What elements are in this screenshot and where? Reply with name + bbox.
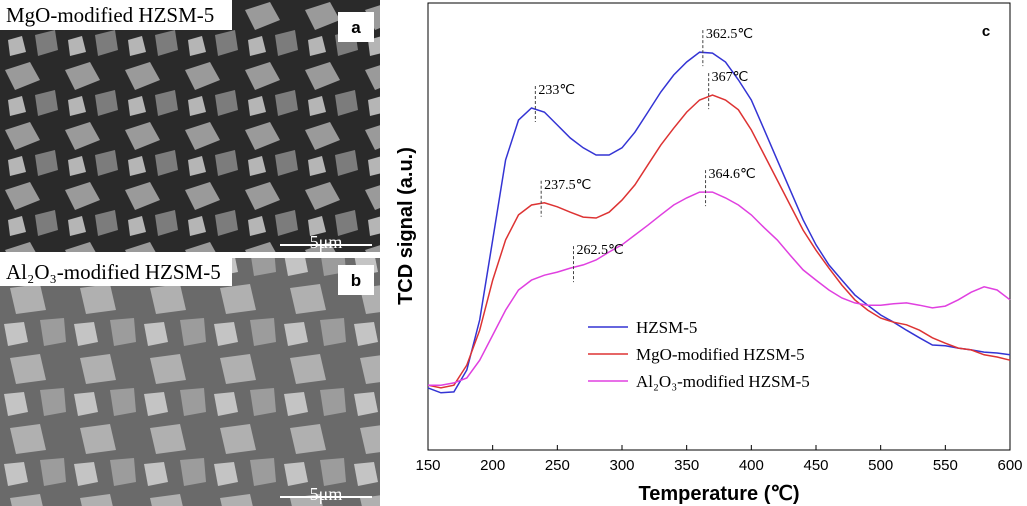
x-tick-label: 200 xyxy=(480,457,505,474)
peak-label: 367℃ xyxy=(712,70,749,85)
x-axis-label: Temperature (℃) xyxy=(638,483,799,505)
sem-image xyxy=(0,0,380,252)
sem-image xyxy=(0,258,380,506)
x-tick-label: 300 xyxy=(609,457,634,474)
x-tick-label: 350 xyxy=(674,457,699,474)
peak-label: 233℃ xyxy=(538,83,575,98)
peak-label: 237.5℃ xyxy=(544,178,591,193)
sem-panel-b: Al₂O₃-modified HZSM-5 b 5μm xyxy=(0,258,380,506)
scale-label: 5μm xyxy=(310,484,343,504)
peak-label: 364.6℃ xyxy=(709,167,756,182)
x-tick-label: 250 xyxy=(545,457,570,474)
panel-letter: b xyxy=(351,271,361,290)
page: MgO-modified HZSM-5 a 5μm Al₂O₃-modified… xyxy=(0,0,1027,506)
x-tick-label: 600 xyxy=(997,457,1022,474)
legend-label: Al₂O₃-modified HZSM-5 xyxy=(636,372,810,391)
peak-label: 362.5℃ xyxy=(706,27,753,42)
x-tick-label: 500 xyxy=(868,457,893,474)
scale-label: 5μm xyxy=(310,232,343,252)
chart: c Temperature (℃) TCD signal (a.u.) 150 2… xyxy=(395,3,1023,505)
caption: Al₂O₃-modified HZSM-5 xyxy=(6,260,221,284)
sem-panel-a: MgO-modified HZSM-5 a 5μm xyxy=(0,0,380,252)
figure: MgO-modified HZSM-5 a 5μm Al₂O₃-modified… xyxy=(0,0,1027,506)
legend-label: HZSM-5 xyxy=(636,318,697,337)
caption: MgO-modified HZSM-5 xyxy=(6,3,214,27)
panel-letter: c xyxy=(982,23,990,40)
y-axis-label: TCD signal (a.u.) xyxy=(395,147,417,305)
line-series xyxy=(428,95,1010,388)
x-tick-label: 550 xyxy=(933,457,958,474)
legend-label: MgO-modified HZSM-5 xyxy=(636,345,805,364)
peak-label: 262.5℃ xyxy=(577,243,624,258)
x-tick-label: 400 xyxy=(739,457,764,474)
x-tick-label: 150 xyxy=(415,457,440,474)
x-tick-label: 450 xyxy=(803,457,828,474)
panel-letter: a xyxy=(351,18,361,37)
